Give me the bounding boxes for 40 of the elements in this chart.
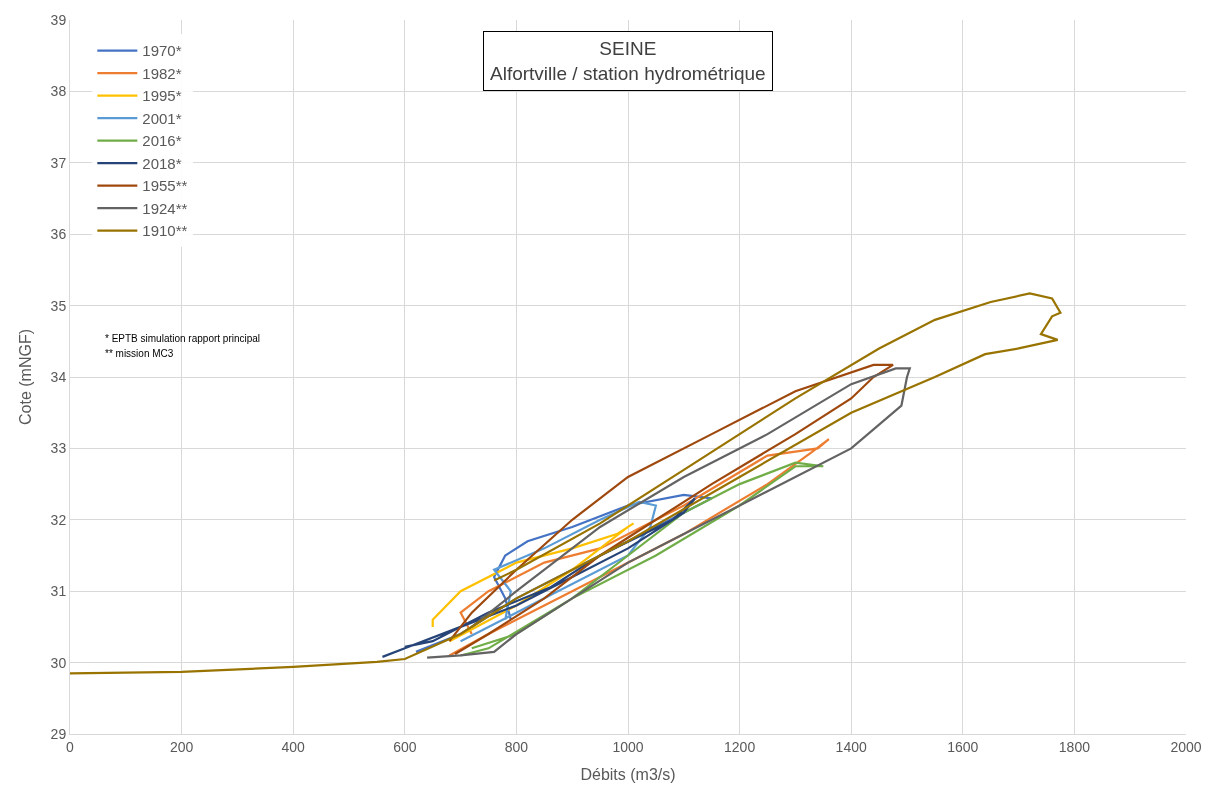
legend-label: 1995* bbox=[142, 87, 182, 105]
x-tick-label: 1400 bbox=[835, 738, 867, 755]
x-tick-label: 800 bbox=[504, 738, 529, 755]
legend-label: 2001* bbox=[142, 109, 182, 127]
x-tick-label: 1000 bbox=[612, 738, 644, 755]
legend-label: 1910** bbox=[142, 222, 188, 240]
line-series bbox=[431, 522, 635, 643]
legend-label: 2016* bbox=[142, 132, 182, 150]
x-tick-label: 1200 bbox=[724, 738, 756, 755]
x-tick-label: 600 bbox=[393, 738, 417, 755]
y-tick-label: 31 bbox=[50, 583, 67, 600]
x-tick-label: 1800 bbox=[1058, 738, 1091, 755]
y-axis-title: Cote (mNGF) bbox=[16, 329, 34, 425]
x-tick-label: 1600 bbox=[947, 738, 979, 755]
annotation: ** mission MC3 bbox=[105, 348, 174, 359]
x-tick-label: 200 bbox=[169, 738, 194, 755]
y-tick-label: 37 bbox=[50, 154, 67, 171]
line-series bbox=[381, 497, 697, 658]
y-tick-label: 33 bbox=[50, 440, 67, 457]
y-tick-label: 34 bbox=[50, 368, 67, 385]
line-series bbox=[70, 292, 1062, 675]
y-tick-label: 30 bbox=[50, 654, 67, 671]
annotation: * EPTB simulation rapport principal bbox=[105, 333, 261, 344]
legend-label: 1924** bbox=[142, 199, 188, 217]
y-tick-label: 39 bbox=[50, 11, 67, 28]
y-tick-label: 32 bbox=[50, 511, 67, 528]
y-tick-label: 38 bbox=[50, 83, 67, 100]
x-tick-label: 2000 bbox=[1170, 738, 1202, 755]
legend-label: 1970* bbox=[142, 42, 182, 60]
x-tick-label: 400 bbox=[281, 738, 306, 755]
line-series bbox=[459, 500, 657, 643]
y-tick-label: 35 bbox=[50, 297, 67, 314]
x-tick-label: 0 bbox=[66, 738, 75, 755]
legend-label: 1982* bbox=[142, 64, 182, 82]
y-tick-label: 29 bbox=[50, 725, 67, 742]
y-tick-label: 36 bbox=[50, 226, 67, 243]
legend-label: 1955** bbox=[142, 177, 188, 195]
text: SEINE Alfortville / station hydrométrique bbox=[490, 38, 766, 84]
legend-label: 2018* bbox=[142, 154, 182, 172]
x-axis-title: Débits (m3/s) bbox=[580, 766, 676, 784]
